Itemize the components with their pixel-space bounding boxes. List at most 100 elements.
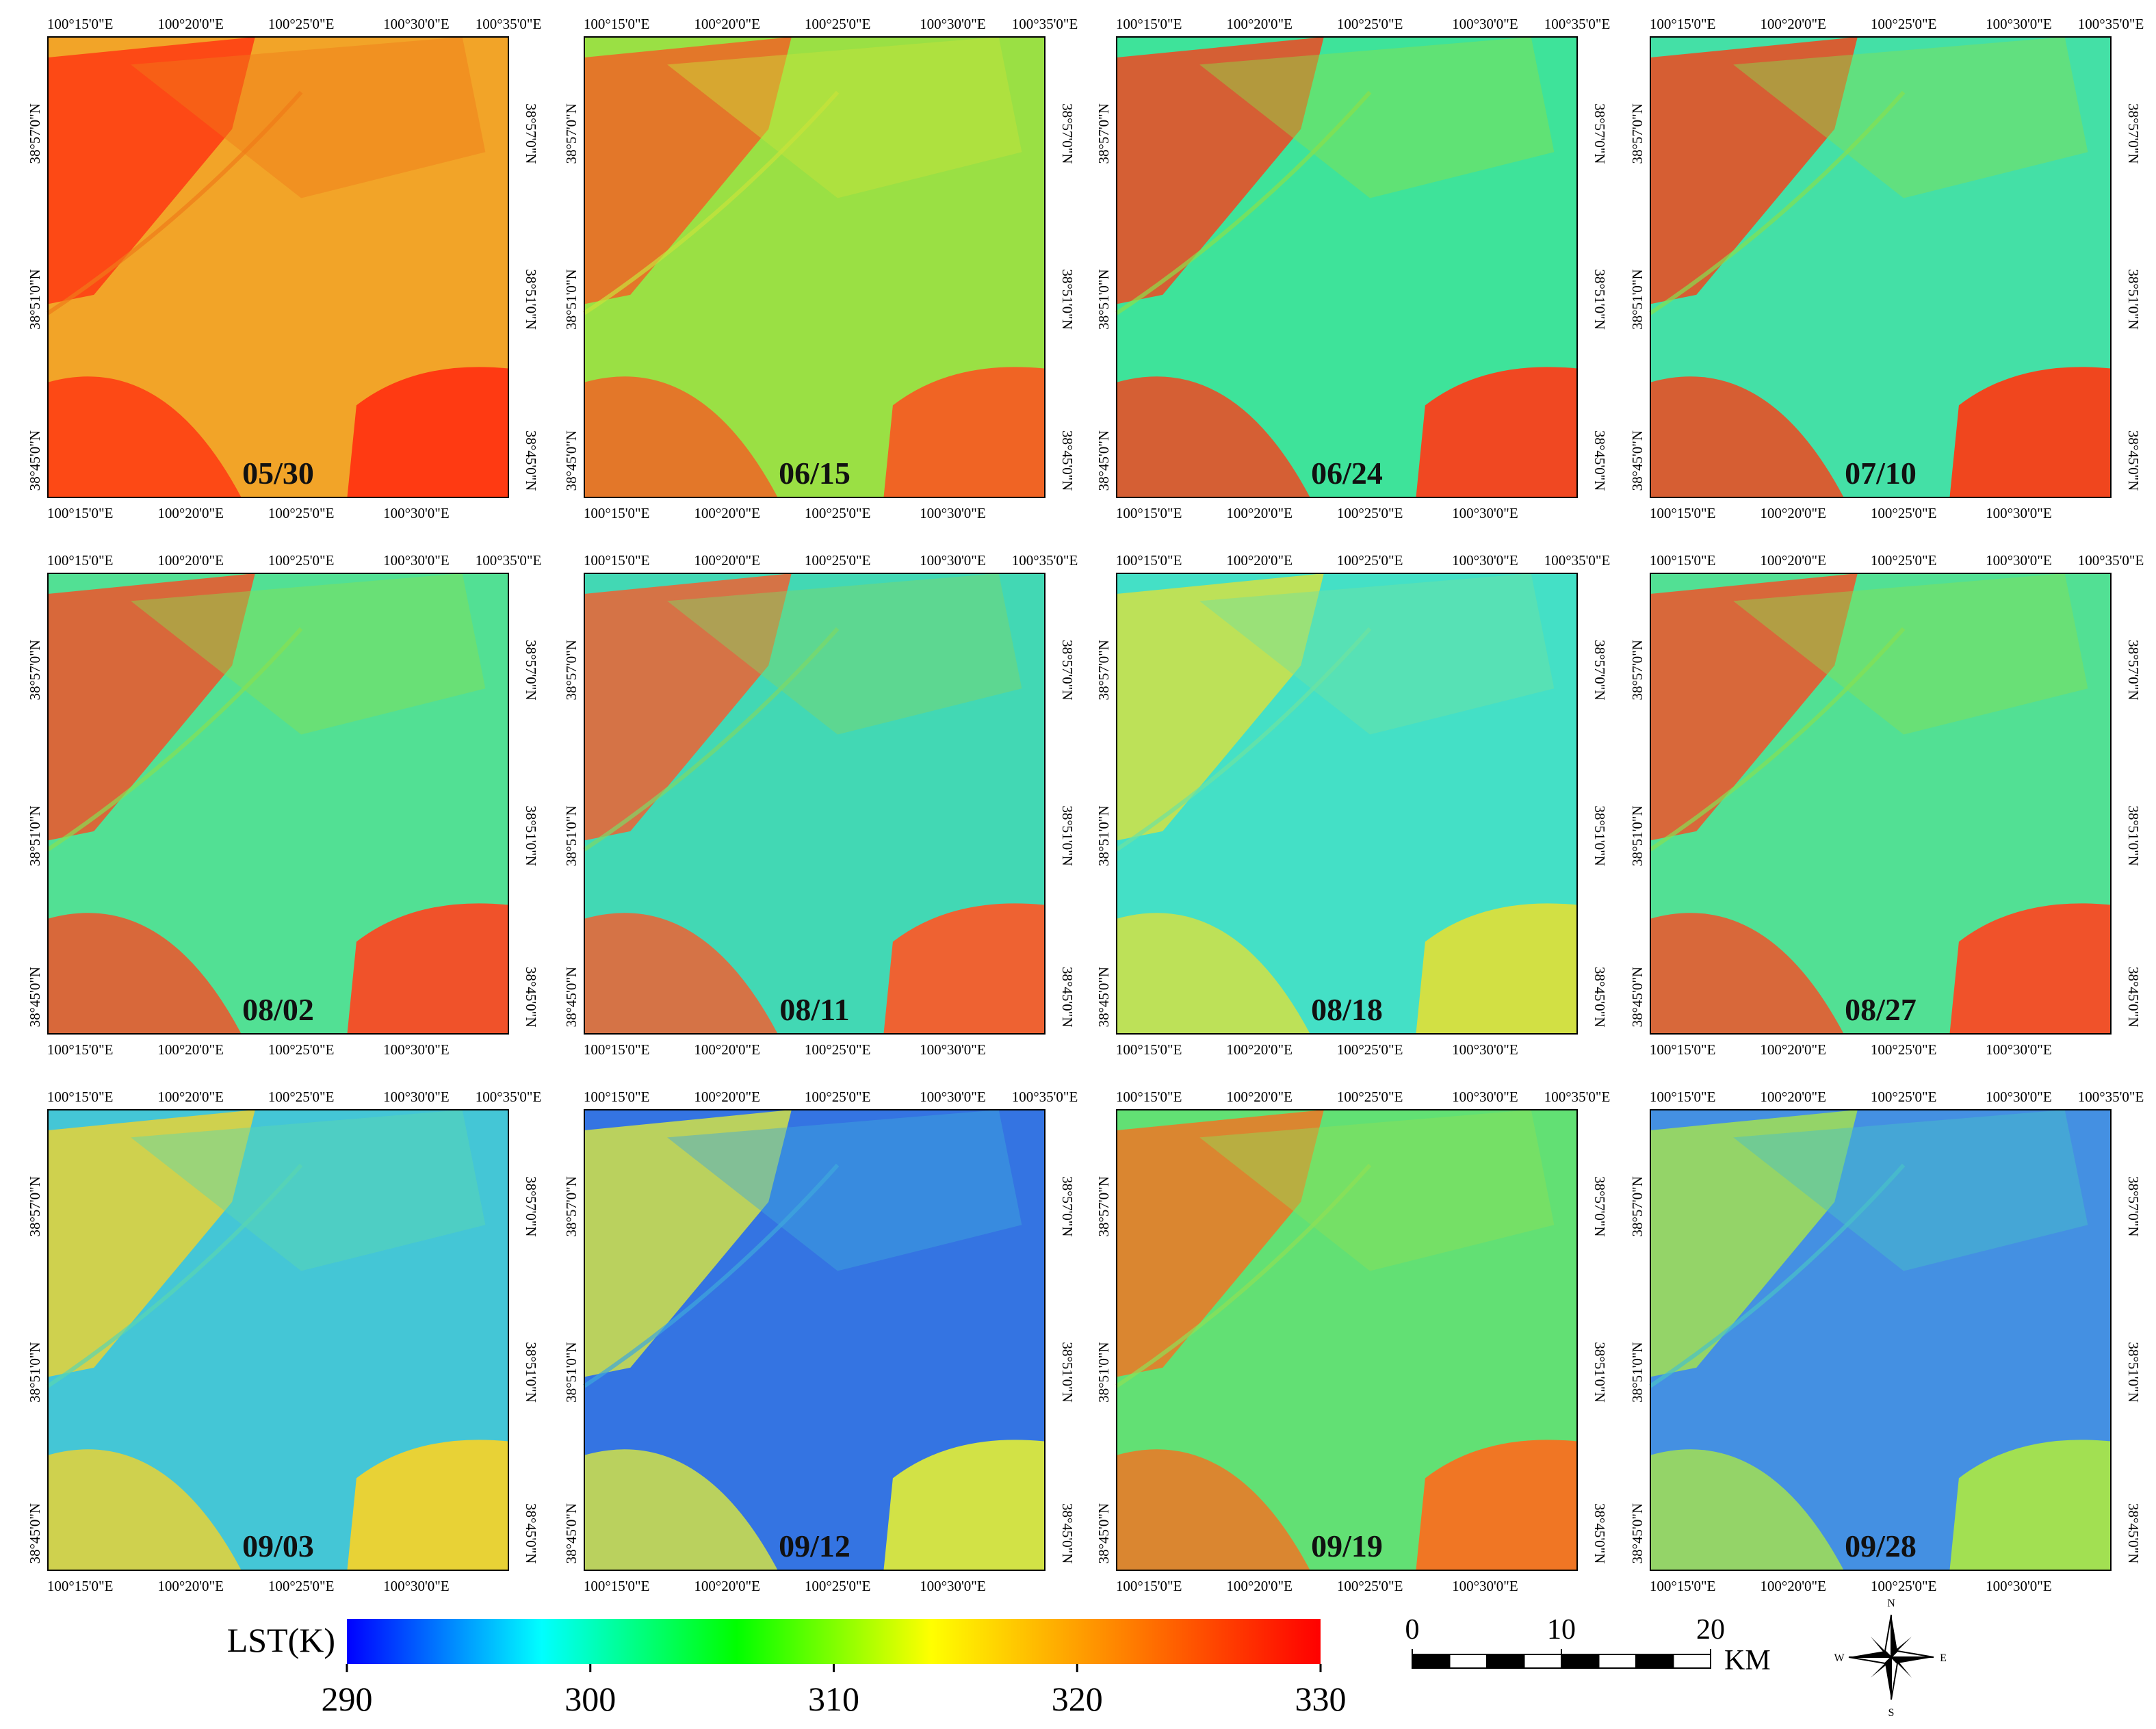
map-frame: [47, 573, 509, 1035]
date-label: 09/12: [779, 1529, 850, 1563]
date-label: 08/02: [242, 992, 314, 1027]
map-region: [1650, 573, 1858, 841]
lon-label-bottom: 100°20'0"E: [157, 1041, 224, 1058]
lon-label-bottom: 100°30'0"E: [383, 505, 450, 521]
map-region: [1733, 1110, 2088, 1271]
scale-bar-label: 0: [1405, 1614, 1420, 1646]
lon-label-top: 100°20'0"E: [1760, 552, 1826, 569]
map-region: [131, 37, 486, 198]
lon-label-bottom: 100°30'0"E: [1452, 505, 1518, 521]
map-frame: [1650, 36, 2112, 498]
lon-label-top: 100°35'0"E: [2078, 16, 2144, 32]
scale-bar-label: 10: [1547, 1614, 1576, 1646]
lon-label-top: 100°30'0"E: [1986, 1089, 2052, 1105]
lon-label-top: 100°35'0"E: [1012, 1089, 1078, 1105]
map-region: [1733, 37, 2088, 198]
lon-label-top: 100°15'0"E: [1650, 1089, 1716, 1105]
lon-label-top: 100°25'0"E: [805, 1089, 871, 1105]
lon-label-bottom: 100°30'0"E: [1986, 505, 2052, 521]
map-region: [48, 1110, 255, 1377]
lon-label-top: 100°20'0"E: [694, 552, 760, 569]
lon-label-top: 100°25'0"E: [805, 552, 871, 569]
lon-label-bottom: 100°20'0"E: [157, 1578, 224, 1594]
map-river: [583, 627, 840, 852]
map-region: [48, 1449, 242, 1570]
lat-label-right: 38°57'0"N: [523, 1176, 539, 1236]
map-region: [1117, 913, 1310, 1034]
lon-label-bottom: 100°15'0"E: [1650, 505, 1716, 521]
lon-label-top: 100°30'0"E: [1986, 16, 2052, 32]
map-panel: 09/28 100°15'0"E 100°15'0"E 100°20'0"E 100°2…: [1629, 1089, 2144, 1594]
compass-n: N: [1887, 1598, 1895, 1609]
map-region: [48, 376, 242, 497]
lon-label-top: 100°35'0"E: [1012, 552, 1078, 569]
map-region: [1117, 1110, 1324, 1377]
lon-label-top: 100°35'0"E: [1012, 16, 1078, 32]
lat-label-right: 38°51'0"N: [2125, 269, 2142, 329]
lon-label-top: 100°15'0"E: [1116, 16, 1182, 32]
lon-label-top: 100°35'0"E: [2078, 1089, 2144, 1105]
scale-bar-segment: [1449, 1654, 1488, 1669]
map-river: [1115, 627, 1372, 852]
lon-label-top: 100°30'0"E: [1452, 16, 1518, 32]
lat-label-right: 38°51'0"N: [1592, 269, 1608, 329]
lat-label-right: 38°51'0"N: [1059, 1342, 1076, 1402]
lat-label-left: 38°51'0"N: [27, 269, 43, 329]
map-region: [1650, 376, 1844, 497]
lat-label-left: 38°45'0"N: [563, 430, 580, 491]
map-region: [667, 573, 1022, 735]
map-region: [48, 37, 255, 304]
lon-label-bottom: 100°20'0"E: [694, 505, 760, 521]
lon-label-top: 100°30'0"E: [383, 1089, 450, 1105]
lon-label-top: 100°30'0"E: [1452, 552, 1518, 569]
lon-label-bottom: 100°20'0"E: [1760, 1041, 1826, 1058]
lon-label-bottom: 100°20'0"E: [694, 1578, 760, 1594]
lon-label-bottom: 100°20'0"E: [1226, 1578, 1293, 1594]
lat-label-left: 38°45'0"N: [1629, 967, 1646, 1027]
map-region: [667, 1110, 1022, 1271]
lat-label-right: 38°57'0"N: [1592, 640, 1608, 700]
lat-label-left: 38°57'0"N: [27, 1176, 43, 1236]
map-frame: [584, 1109, 1045, 1571]
lat-label-left: 38°51'0"N: [563, 805, 580, 866]
map-panel: 09/03 100°15'0"E 100°15'0"E 100°20'0"E 100°2…: [27, 1089, 541, 1594]
map-frame: [584, 36, 1045, 498]
map-river: [1115, 1163, 1372, 1388]
lat-label-right: 38°51'0"N: [1059, 269, 1076, 329]
lat-label-right: 38°51'0"N: [1592, 1342, 1608, 1402]
lon-label-bottom: 100°15'0"E: [47, 505, 114, 521]
lon-label-bottom: 100°20'0"E: [1760, 1578, 1826, 1594]
map-region: [1650, 37, 1858, 304]
lon-label-top: 100°15'0"E: [47, 1089, 114, 1105]
compass-e: E: [1940, 1652, 1947, 1664]
lat-label-right: 38°57'0"N: [523, 103, 539, 164]
lat-label-right: 38°51'0"N: [523, 1342, 539, 1402]
map-region: [1650, 913, 1844, 1034]
map-river: [47, 627, 303, 852]
lon-label-bottom: 100°30'0"E: [1452, 1041, 1518, 1058]
lat-label-right: 38°45'0"N: [1592, 430, 1608, 491]
map-region: [48, 573, 255, 841]
map-region: [584, 37, 792, 304]
map-region: [1733, 573, 2088, 735]
map-region: [883, 903, 1045, 1034]
lat-label-left: 38°45'0"N: [1095, 967, 1112, 1027]
lon-label-bottom: 100°25'0"E: [1337, 1578, 1403, 1594]
date-label: 09/03: [242, 1529, 314, 1563]
date-label: 08/27: [1845, 992, 1917, 1027]
compass-s: S: [1888, 1707, 1895, 1719]
lon-label-top: 100°20'0"E: [1226, 16, 1293, 32]
lat-label-right: 38°57'0"N: [1592, 1176, 1608, 1236]
lat-label-right: 38°51'0"N: [1059, 805, 1076, 866]
lon-label-bottom: 100°25'0"E: [268, 1578, 335, 1594]
lon-label-top: 100°15'0"E: [1650, 552, 1716, 569]
map-frame: [1650, 573, 2112, 1035]
lat-label-left: 38°51'0"N: [1629, 805, 1646, 866]
lon-label-bottom: 100°25'0"E: [1871, 1041, 1937, 1058]
lat-label-left: 38°45'0"N: [563, 1503, 580, 1563]
lat-label-left: 38°51'0"N: [1095, 269, 1112, 329]
lat-label-right: 38°57'0"N: [2125, 103, 2142, 164]
date-label: 07/10: [1845, 456, 1917, 491]
